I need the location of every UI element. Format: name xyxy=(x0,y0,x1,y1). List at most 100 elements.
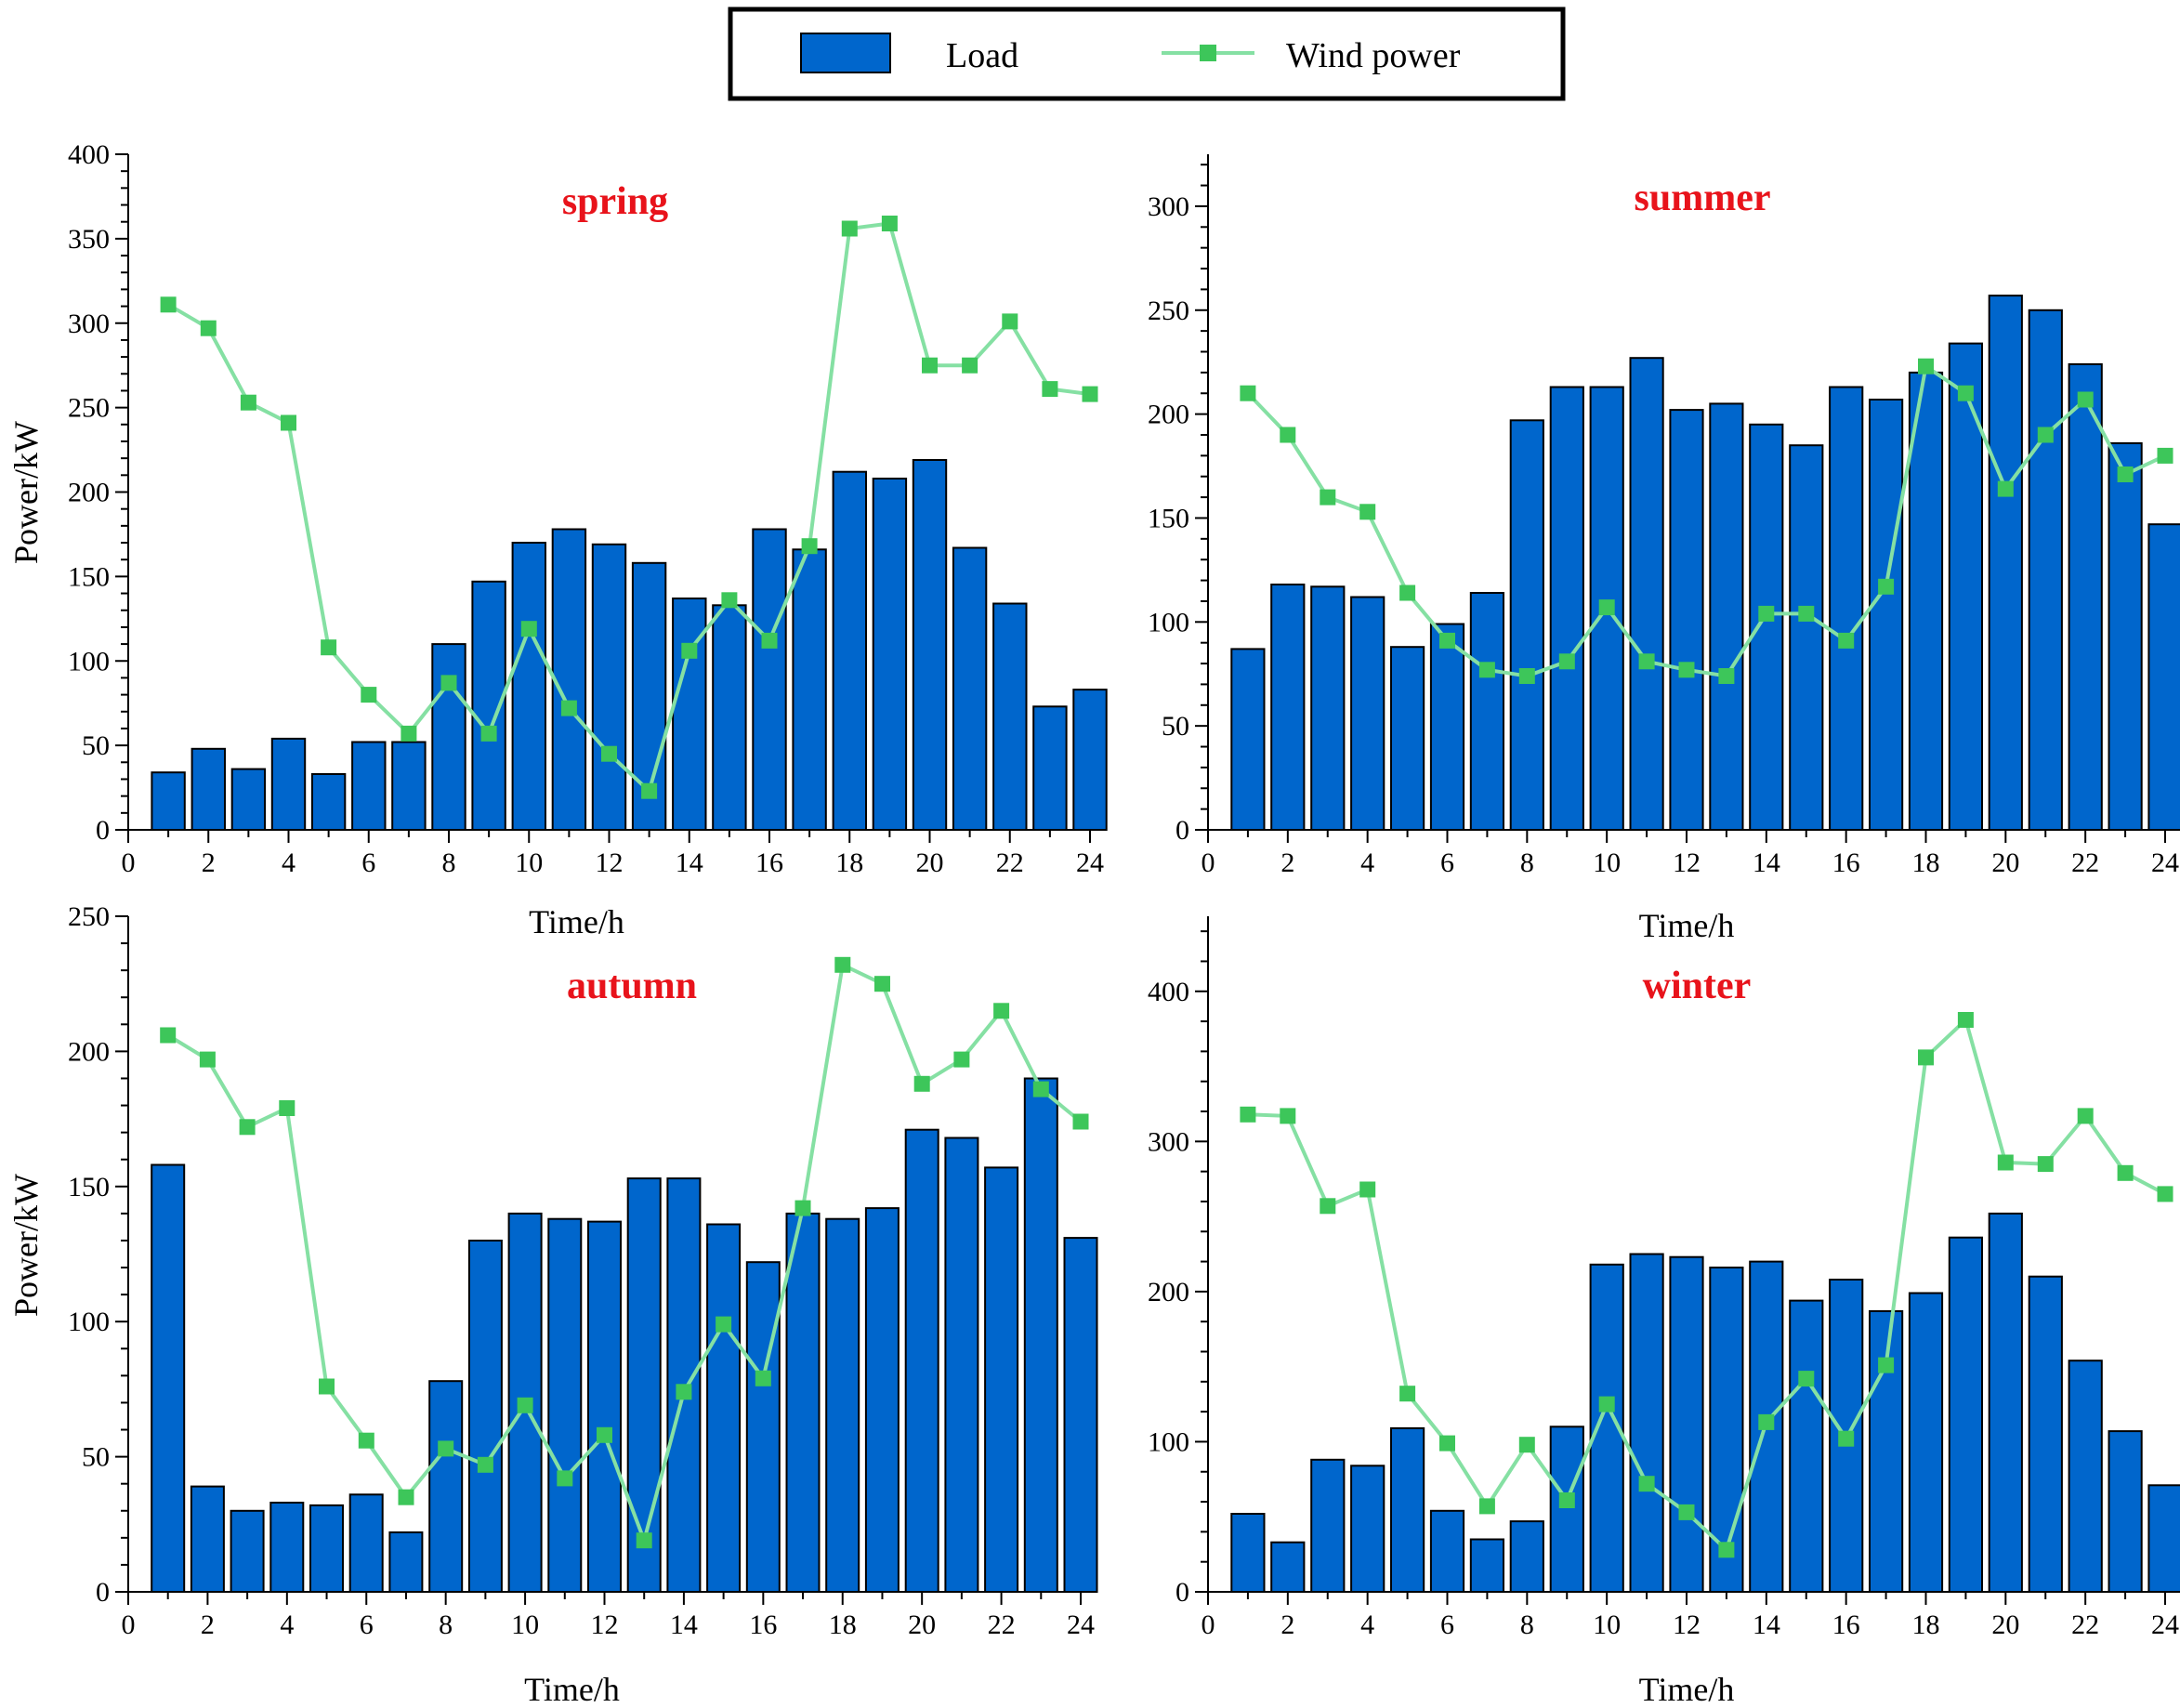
load-bar xyxy=(672,598,707,831)
load-bar xyxy=(1629,1253,1664,1593)
wind-power-point xyxy=(319,1378,335,1395)
wind-power-point xyxy=(1918,1049,1934,1066)
x-tick-label: 0 xyxy=(122,847,136,878)
y-tick-label: 250 xyxy=(68,901,110,932)
x-tick-label: 2 xyxy=(201,1609,215,1640)
load-bar xyxy=(351,741,387,831)
wind-power-point xyxy=(1598,599,1615,616)
load-bar xyxy=(309,1504,344,1594)
wind-power-point xyxy=(636,1532,652,1549)
wind-power-point xyxy=(881,216,898,231)
load-bar xyxy=(2108,441,2143,831)
x-tick-label: 6 xyxy=(1440,847,1454,878)
x-tick-label: 2 xyxy=(202,847,216,878)
x-tick-label: 24 xyxy=(1067,1609,1095,1640)
x-tick-label: 10 xyxy=(1593,847,1621,878)
wind-power-point xyxy=(1042,381,1058,398)
panel-title: spring xyxy=(562,180,668,223)
load-bar xyxy=(1988,1212,2023,1594)
load-bar xyxy=(310,773,347,831)
load-bar xyxy=(1310,1458,1346,1594)
x-tick-label: 20 xyxy=(1991,1609,2019,1640)
x-axis-label: Time/h xyxy=(1639,907,1735,944)
load-bar xyxy=(151,771,186,832)
wind-power-point xyxy=(440,675,457,691)
y-tick-label: 100 xyxy=(1148,1426,1189,1457)
load-bar xyxy=(825,1217,860,1593)
load-bar xyxy=(1350,1465,1385,1594)
load-bar xyxy=(832,470,867,831)
wind-power-point xyxy=(1399,585,1416,601)
load-bar xyxy=(1908,371,1944,831)
x-tick-label: 22 xyxy=(2071,847,2099,878)
load-bar xyxy=(1469,1538,1505,1593)
load-bar xyxy=(864,1207,900,1593)
load-bar xyxy=(1390,646,1425,832)
x-tick-label: 22 xyxy=(996,847,1024,878)
load-bar xyxy=(904,1128,939,1593)
load-bar xyxy=(190,1485,225,1593)
x-tick-label: 20 xyxy=(1991,847,2019,878)
wind-power-point xyxy=(1240,1106,1256,1123)
y-axis-label: Power/kW xyxy=(7,1174,45,1317)
x-tick-label: 2 xyxy=(1280,1609,1294,1640)
wind-power-point xyxy=(1718,1542,1735,1558)
wind-power-line xyxy=(1247,1016,2166,1554)
wind-power-point xyxy=(1478,662,1495,678)
wind-power-point xyxy=(801,538,818,555)
x-tick-label: 4 xyxy=(1360,1609,1374,1640)
wind-power-point xyxy=(1957,1012,1974,1028)
x-tick-label: 22 xyxy=(988,1609,1016,1640)
load-bar xyxy=(952,546,988,831)
load-bar xyxy=(1509,419,1544,831)
wind-power-point xyxy=(1997,1154,2014,1171)
load-bar xyxy=(1669,1255,1704,1593)
y-tick-label: 50 xyxy=(82,1442,110,1473)
y-tick-label: 50 xyxy=(1162,711,1189,742)
wind-power-point xyxy=(993,1003,1010,1019)
load-bar xyxy=(1749,423,1784,831)
x-tick-label: 6 xyxy=(360,1609,374,1640)
load-bar xyxy=(745,1261,781,1593)
y-tick-label: 150 xyxy=(68,1172,110,1202)
chart-panel-spring: 0 2 4 6 8 10 12 14 16 18 20 22 240501001502002503003… xyxy=(7,139,1108,940)
load-bar xyxy=(431,643,466,831)
legend-wind-marker xyxy=(1200,45,1216,61)
wind-power-point xyxy=(1082,386,1098,402)
wind-power-point xyxy=(716,1316,732,1333)
wind-power-line xyxy=(167,221,1091,795)
y-tick-label: 150 xyxy=(68,561,110,592)
wind-power-point xyxy=(922,357,938,374)
y-tick-label: 350 xyxy=(68,224,110,255)
load-bar xyxy=(1669,409,1704,831)
x-tick-label: 10 xyxy=(1593,1609,1621,1640)
x-tick-label: 14 xyxy=(670,1609,698,1640)
wind-power-point xyxy=(1558,1492,1575,1508)
load-bar xyxy=(1549,1426,1584,1594)
wind-power-point xyxy=(2117,1164,2134,1181)
wind-power-point xyxy=(1598,1396,1615,1412)
wind-power-point xyxy=(841,220,858,237)
wind-power-point xyxy=(755,1370,771,1386)
load-bar xyxy=(1350,596,1385,831)
y-tick-label: 0 xyxy=(1175,1577,1189,1608)
legend-load-label: Load xyxy=(946,36,1018,75)
x-tick-label: 0 xyxy=(122,1609,136,1640)
wind-power-point xyxy=(1518,668,1535,684)
wind-power-point xyxy=(321,639,337,656)
load-bar xyxy=(626,1177,662,1593)
load-bar xyxy=(428,1380,464,1593)
x-tick-label: 12 xyxy=(591,1609,619,1640)
wind-power-point xyxy=(834,956,851,973)
x-tick-label: 16 xyxy=(755,847,783,878)
wind-power-point xyxy=(520,621,537,637)
x-tick-label: 22 xyxy=(2071,1609,2099,1640)
wind-power-point xyxy=(1718,668,1735,684)
x-tick-label: 14 xyxy=(1753,847,1780,878)
load-bar xyxy=(1509,1520,1544,1593)
x-tick-label: 24 xyxy=(1076,847,1104,878)
load-bar xyxy=(1709,402,1744,831)
load-bar xyxy=(230,1509,265,1594)
